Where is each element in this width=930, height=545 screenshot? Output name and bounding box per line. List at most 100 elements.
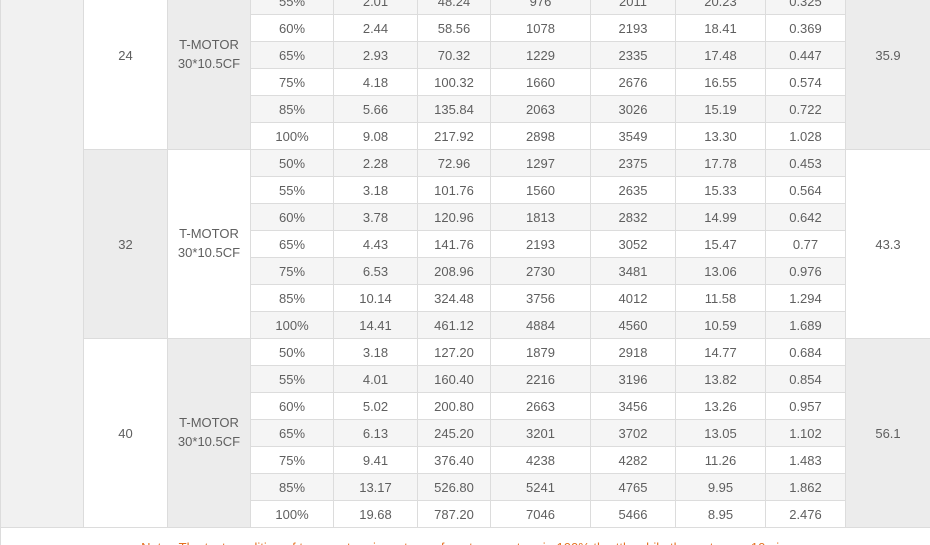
rpm-cell: 5466 <box>590 500 676 528</box>
thrust-cell: 7046 <box>490 500 591 528</box>
throttle-cell: 60% <box>250 392 334 420</box>
voltage-cell: 40 <box>83 338 168 528</box>
thrust-cell: 5241 <box>490 473 591 501</box>
current-cell: 3.18 <box>333 176 418 204</box>
current-cell: 4.01 <box>333 365 418 393</box>
table-row: 60% 5.02 200.80 2663 3456 13.26 0.957 <box>1 392 930 420</box>
thrust-cell: 1660 <box>490 68 591 96</box>
torque-cell: 0.369 <box>765 14 846 42</box>
current-cell: 19.68 <box>333 500 418 528</box>
table-row: 75% 6.53 208.96 2730 3481 13.06 0.976 <box>1 257 930 285</box>
table-row: 65% 4.43 141.76 2193 3052 15.47 0.77 <box>1 230 930 258</box>
current-cell: 3.78 <box>333 203 418 231</box>
throttle-cell: 75% <box>250 68 334 96</box>
current-cell: 13.17 <box>333 473 418 501</box>
throttle-cell: 55% <box>250 176 334 204</box>
throttle-cell: 75% <box>250 446 334 474</box>
thrust-cell: 2193 <box>490 230 591 258</box>
current-cell: 6.53 <box>333 257 418 285</box>
throttle-cell: 75% <box>250 257 334 285</box>
voltage-cell: 32 <box>83 149 168 339</box>
current-cell: 2.93 <box>333 41 418 69</box>
notes-row: Notes:The test condition of temperature … <box>0 527 930 545</box>
power-cell: 48.24 <box>417 0 491 15</box>
thrust-cell: 1879 <box>490 338 591 366</box>
efficiency-cell: 18.41 <box>675 14 766 42</box>
current-cell: 4.18 <box>333 68 418 96</box>
power-cell: 787.20 <box>417 500 491 528</box>
power-cell: 376.40 <box>417 446 491 474</box>
power-cell: 141.76 <box>417 230 491 258</box>
thrust-cell: 2663 <box>490 392 591 420</box>
throttle-cell: 100% <box>250 311 334 339</box>
rpm-cell: 3702 <box>590 419 676 447</box>
efficiency-cell: 13.82 <box>675 365 766 393</box>
torque-cell: 1.483 <box>765 446 846 474</box>
voltage-cell: 24 <box>83 0 168 150</box>
table-row: 100% 19.68 787.20 7046 5466 8.95 2.476 <box>1 500 930 528</box>
table-row: 55% 4.01 160.40 2216 3196 13.82 0.854 <box>1 365 930 393</box>
torque-cell: 0.957 <box>765 392 846 420</box>
torque-cell: 0.976 <box>765 257 846 285</box>
rpm-cell: 4765 <box>590 473 676 501</box>
motor-cell: T-MOTOR 30*10.5CF <box>167 338 251 528</box>
rpm-cell: 3196 <box>590 365 676 393</box>
rpm-cell: 2193 <box>590 14 676 42</box>
efficiency-cell: 13.30 <box>675 122 766 150</box>
thrust-cell: 3201 <box>490 419 591 447</box>
throttle-cell: 50% <box>250 149 334 177</box>
table-row: 85% 5.66 135.84 2063 3026 15.19 0.722 <box>1 95 930 123</box>
left-spacer-cell <box>0 0 84 528</box>
torque-cell: 0.722 <box>765 95 846 123</box>
motor-name: T-MOTOR <box>179 415 239 431</box>
torque-cell: 0.77 <box>765 230 846 258</box>
thrust-cell: 2730 <box>490 257 591 285</box>
current-cell: 2.28 <box>333 149 418 177</box>
table-row: 65% 2.93 70.32 1229 2335 17.48 0.447 <box>1 41 930 69</box>
table-row: 32 T-MOTOR 30*10.5CF 50% 2.28 72.96 1297 2375 17… <box>1 149 930 339</box>
power-cell: 72.96 <box>417 149 491 177</box>
thrust-cell: 2216 <box>490 365 591 393</box>
torque-cell: 1.102 <box>765 419 846 447</box>
notes-text: Notes:The test condition of temperature … <box>0 527 930 545</box>
table-row: 100% 14.41 461.12 4884 4560 10.59 1.689 <box>1 311 930 339</box>
thrust-cell: 2898 <box>490 122 591 150</box>
efficiency-cell: 17.48 <box>675 41 766 69</box>
table-row: 100% 9.08 217.92 2898 3549 13.30 1.028 <box>1 122 930 150</box>
current-cell: 2.01 <box>333 0 418 15</box>
power-cell: 200.80 <box>417 392 491 420</box>
torque-cell: 0.684 <box>765 338 846 366</box>
motor-prop: 30*10.5CF <box>177 245 241 260</box>
efficiency-cell: 16.55 <box>675 68 766 96</box>
throttle-cell: 85% <box>250 95 334 123</box>
power-cell: 58.56 <box>417 14 491 42</box>
thrust-cell: 3756 <box>490 284 591 312</box>
thrust-cell: 1078 <box>490 14 591 42</box>
thrust-cell: 1813 <box>490 203 591 231</box>
power-cell: 160.40 <box>417 365 491 393</box>
efficiency-cell: 8.95 <box>675 500 766 528</box>
throttle-cell: 55% <box>250 365 334 393</box>
efficiency-cell: 9.95 <box>675 473 766 501</box>
thrust-cell: 976 <box>490 0 591 15</box>
efficiency-cell: 11.58 <box>675 284 766 312</box>
motor-cell: T-MOTOR 30*10.5CF <box>167 149 251 339</box>
rpm-cell: 4282 <box>590 446 676 474</box>
rpm-cell: 2918 <box>590 338 676 366</box>
rpm-cell: 2676 <box>590 68 676 96</box>
power-cell: 461.12 <box>417 311 491 339</box>
table-row: 75% 9.41 376.40 4238 4282 11.26 1.483 <box>1 446 930 474</box>
power-cell: 526.80 <box>417 473 491 501</box>
rpm-cell: 4560 <box>590 311 676 339</box>
rpm-cell: 2335 <box>590 41 676 69</box>
power-cell: 208.96 <box>417 257 491 285</box>
rpm-cell: 3456 <box>590 392 676 420</box>
throttle-cell: 100% <box>250 500 334 528</box>
torque-cell: 1.689 <box>765 311 846 339</box>
torque-cell: 0.642 <box>765 203 846 231</box>
power-cell: 101.76 <box>417 176 491 204</box>
throttle-cell: 50% <box>250 338 334 366</box>
